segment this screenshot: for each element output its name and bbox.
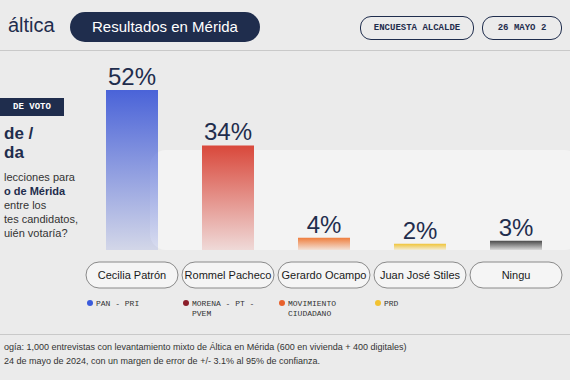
html-text:o de Mérida: o de Mérida (4, 185, 66, 197)
html-text:de /: de / (4, 124, 34, 143)
svg-text:52%: 52% (108, 63, 156, 90)
html-text:ogía: 1,000 entrevistas con le: ogía: 1,000 entrevistas con levantamient… (4, 342, 407, 352)
svg-text:Ningu: Ningu (502, 269, 531, 281)
html-text:DE VOTO: DE VOTO (13, 102, 51, 112)
svg-text:4%: 4% (307, 211, 342, 238)
html-text:24 de mayo de 2024, con un mar: 24 de mayo de 2024, con un margen de err… (4, 356, 320, 366)
html-text:uién votaría?: uién votaría? (4, 227, 68, 239)
html-text:entre los: entre los (4, 199, 47, 211)
html-text:Resultados en Mérida: Resultados en Mérida (92, 18, 238, 35)
svg-text:MORENA - PT -PVEM: MORENA - PT -PVEM (192, 299, 254, 318)
svg-text:Rommel Pacheco: Rommel Pacheco (185, 269, 272, 281)
svg-text:34%: 34% (204, 118, 252, 145)
svg-text:Cecilia Patrón: Cecilia Patrón (98, 269, 166, 281)
svg-text:3%: 3% (499, 214, 534, 241)
svg-text:Gerardo Ocampo: Gerardo Ocampo (282, 269, 367, 281)
html-text:áltica: áltica (8, 14, 55, 36)
html-text:ENCUESTA ALCALDE: ENCUESTA ALCALDE (373, 23, 461, 33)
html-text:tes candidatos,: tes candidatos, (4, 213, 78, 225)
svg-text:Juan José Stiles: Juan José Stiles (380, 269, 461, 281)
html-text:26 MAYO 2: 26 MAYO 2 (497, 23, 547, 33)
svg-text:2%: 2% (403, 217, 438, 244)
svg-text:PAN - PRI: PAN - PRI (96, 299, 139, 308)
svg-text:MOVIMIENTOCIUDADANO: MOVIMIENTOCIUDADANO (288, 299, 336, 318)
html-text:da: da (4, 143, 24, 162)
svg-text:PRD: PRD (384, 299, 399, 308)
html-text:lecciones para: lecciones para (4, 171, 75, 183)
